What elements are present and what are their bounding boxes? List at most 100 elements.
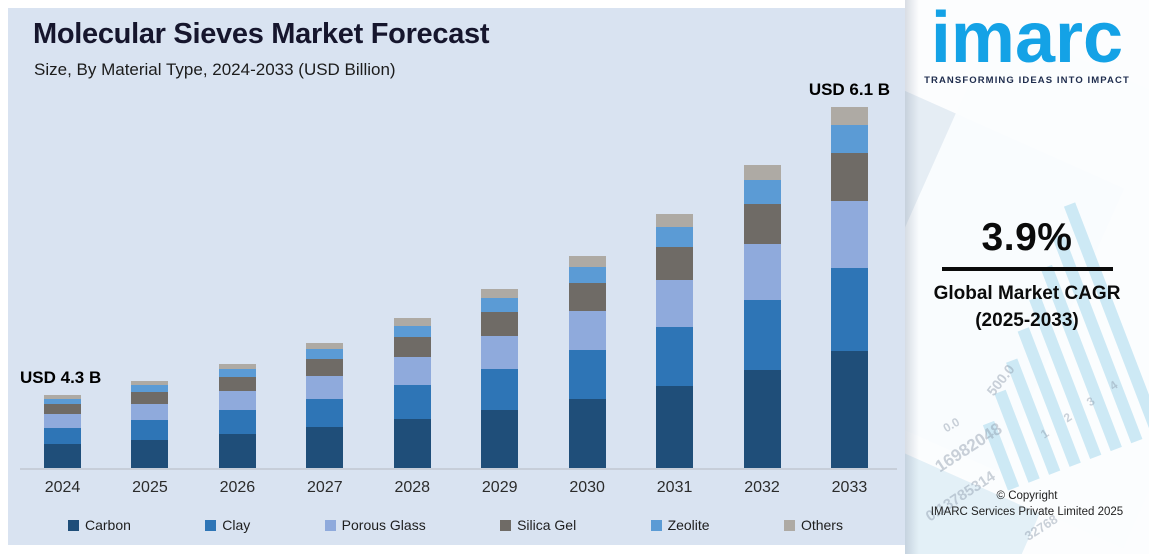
- bar-segment-zeolite: [830, 125, 868, 154]
- x-axis-tick-2031: 2031: [656, 479, 693, 496]
- cagr-value: 3.9%: [981, 216, 1073, 259]
- legend-swatch-icon: [324, 519, 336, 531]
- bar-segment-zeolite: [131, 385, 169, 393]
- x-axis-tick-2033: 2033: [831, 479, 868, 496]
- bar-segment-others: [568, 256, 606, 267]
- bar-segment-porous-glass: [44, 414, 81, 428]
- bar-value-label-2033: USD 6.1 B: [808, 80, 891, 99]
- legend-item-silica-gel: Silica Gel: [500, 517, 576, 533]
- bar-segment-carbon: [743, 369, 781, 468]
- bar-segment-porous-glass: [481, 335, 519, 369]
- bar-value-label-2024: USD 4.3 B: [20, 368, 102, 387]
- bar-segment-porous-glass: [656, 280, 694, 328]
- copyright-line2: IMARC Services Private Limited 2025: [930, 505, 1124, 518]
- brand-sidebar: 500.0 0.0 1 2 3 4 16982048 0.13785314 32768 i…: [905, 0, 1149, 554]
- bar-segment-silica-gel: [44, 404, 81, 415]
- legend-swatch-icon: [500, 519, 512, 531]
- bar-segment-zeolite: [393, 325, 431, 338]
- legend-item-carbon: Carbon: [68, 517, 131, 533]
- bar-segment-carbon: [131, 439, 169, 468]
- legend-label: Porous Glass: [341, 517, 426, 533]
- bar-segment-others: [481, 289, 519, 298]
- imarc-logo: imarc TRANSFORMING IDEAS INTO IMPACT: [905, 0, 1149, 87]
- bar-segment-carbon: [830, 350, 868, 468]
- bar-segment-silica-gel: [481, 312, 519, 336]
- imarc-logo-text: imarc: [930, 0, 1124, 78]
- bar-segment-silica-gel: [393, 337, 431, 357]
- bar-segment-clay: [481, 368, 519, 410]
- x-axis-tick-2025: 2025: [132, 479, 168, 496]
- legend-swatch-icon: [783, 519, 795, 531]
- x-axis-line: [20, 468, 897, 470]
- bar-segment-zeolite: [306, 349, 344, 360]
- bar-segment-zeolite: [656, 226, 694, 247]
- bar-segment-carbon: [481, 409, 519, 468]
- chart-subtitle: Size, By Material Type, 2024-2033 (USD B…: [34, 60, 396, 79]
- sidebar-content: imarc TRANSFORMING IDEAS INTO IMPACT 3.9…: [905, 0, 1149, 554]
- bar-segment-porous-glass: [306, 375, 344, 399]
- bar-column-2029: 2029: [481, 289, 519, 496]
- chart-panel: Molecular Sieves Market Forecast Size, B…: [8, 8, 905, 545]
- bar-segment-carbon: [306, 427, 344, 468]
- cagr-block: 3.9% Global Market CAGR (2025-2033): [905, 216, 1149, 334]
- bar-segment-carbon: [393, 419, 431, 468]
- bar-segment-porous-glass: [830, 200, 868, 268]
- bar-segment-silica-gel: [218, 377, 256, 392]
- legend-label: Silica Gel: [517, 517, 577, 533]
- bar-segment-zeolite: [743, 180, 781, 204]
- bar-segment-porous-glass: [568, 311, 606, 351]
- legend-label: Zeolite: [667, 517, 710, 533]
- legend-label: Others: [800, 517, 843, 533]
- copyright-line1: © Copyright: [996, 490, 1058, 502]
- x-axis-tick-2032: 2032: [744, 479, 780, 496]
- bar-segment-clay: [44, 427, 81, 445]
- cagr-label-line1: Global Market CAGR: [933, 283, 1121, 304]
- bar-segment-others: [306, 343, 344, 350]
- bar-column-2031: 2031: [656, 214, 694, 496]
- bar-segment-zeolite: [481, 298, 519, 312]
- bar-segment-clay: [743, 299, 781, 370]
- bar-segment-silica-gel: [568, 283, 606, 312]
- chart-legend: Carbon Clay Porous Glass Silica Gel Zeolite O…: [68, 517, 843, 533]
- page-title: Molecular Sieves Market Forecast: [33, 18, 490, 50]
- bar-segment-clay: [393, 384, 431, 420]
- bar-segment-others: [44, 395, 81, 399]
- bar-segment-silica-gel: [743, 203, 781, 244]
- plot-area: USD 4.3 B 2024 2025 2026 2027 2028 2029 2030 203…: [20, 68, 890, 496]
- bar-segment-zeolite: [44, 398, 81, 405]
- legend-item-others: Others: [783, 517, 843, 533]
- bar-segment-silica-gel: [656, 246, 694, 281]
- cagr-divider: [941, 267, 1113, 271]
- bar-segment-zeolite: [568, 266, 606, 284]
- legend-item-zeolite: Zeolite: [650, 517, 710, 533]
- legend-label: Carbon: [85, 517, 131, 533]
- bar-column-2024: USD 4.3 B 2024: [20, 368, 101, 496]
- bar-column-2025: 2025: [131, 381, 169, 496]
- legend-swatch-icon: [68, 519, 79, 531]
- bar-segment-silica-gel: [131, 392, 169, 404]
- bar-segment-carbon: [218, 434, 256, 468]
- bar-segment-clay: [306, 398, 344, 428]
- x-axis-tick-2030: 2030: [569, 479, 605, 496]
- legend-swatch-icon: [205, 519, 217, 531]
- bar-column-2028: 2028: [393, 318, 431, 496]
- bar-segment-porous-glass: [393, 356, 431, 385]
- bar-column-2027: 2027: [306, 343, 344, 496]
- bar-segment-silica-gel: [830, 153, 868, 201]
- bar-segment-others: [393, 318, 431, 326]
- bar-segment-clay: [656, 327, 694, 386]
- legend-label: Clay: [222, 517, 251, 533]
- bar-segment-porous-glass: [131, 403, 169, 420]
- cagr-label-line2: (2025-2033): [975, 309, 1079, 331]
- bar-segment-carbon: [568, 399, 606, 468]
- bar-segment-others: [830, 107, 868, 126]
- bar-segment-others: [743, 165, 781, 181]
- bar-segment-carbon: [44, 444, 81, 468]
- x-axis-tick-2026: 2026: [219, 479, 256, 496]
- bar-segment-clay: [568, 350, 606, 400]
- bar-column-2030: 2030: [568, 256, 606, 496]
- bar-segment-zeolite: [218, 369, 256, 378]
- legend-item-porous-glass: Porous Glass: [324, 517, 426, 533]
- bar-segment-porous-glass: [743, 243, 781, 300]
